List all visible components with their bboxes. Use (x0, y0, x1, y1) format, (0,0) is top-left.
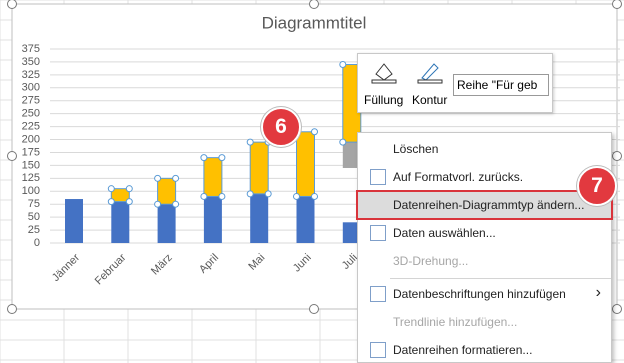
selection-handle (218, 154, 226, 162)
bar (111, 201, 130, 243)
menu-icon (370, 314, 384, 328)
menu-icon (370, 286, 386, 302)
y-tick-label: 175 (22, 146, 40, 158)
selection-handle (339, 61, 347, 69)
menu-label: Datenreihen-Diagrammtyp ändern... (393, 198, 585, 212)
menu-item[interactable]: Löschen (358, 136, 611, 162)
menu-item[interactable]: Datenreihen formatieren... (358, 337, 611, 363)
menu-icon (370, 169, 386, 185)
y-tick-label: 125 (22, 172, 40, 184)
bar (249, 141, 269, 195)
y-tick-label: 100 (22, 185, 40, 197)
y-tick-label: 325 (22, 69, 40, 81)
menu-item[interactable]: Datenreihen-Diagrammtyp ändern... (356, 190, 613, 220)
bar (250, 193, 269, 243)
fill-label[interactable]: Füllung (364, 93, 404, 107)
bar (157, 177, 177, 205)
menu-label: Löschen (393, 142, 439, 156)
menu-item[interactable]: Datenbeschriftungen hinzufügen › (358, 281, 611, 307)
selection-handle (200, 154, 208, 162)
menu-icon (370, 197, 384, 211)
selection-handle (154, 174, 162, 182)
selection-handle (125, 198, 133, 206)
y-tick-label: 375 (22, 43, 40, 55)
resize-handle[interactable] (7, 151, 17, 161)
menu-icon (370, 342, 386, 358)
bar (296, 196, 315, 243)
resize-handle[interactable] (7, 0, 17, 9)
menu-icon (370, 253, 384, 267)
bar (296, 131, 315, 197)
y-tick-label: 200 (22, 133, 40, 145)
selection-handle (172, 200, 180, 208)
bar (65, 199, 83, 243)
menu-label: Datenreihen formatieren... (393, 343, 533, 357)
menu-item[interactable]: Daten auswählen... (358, 220, 611, 246)
selection-handle (293, 192, 300, 200)
y-tick-label: 150 (22, 159, 40, 171)
selection-handle (125, 185, 133, 193)
menu-item: Trendlinie hinzufügen... (358, 309, 611, 335)
resize-handle[interactable] (7, 304, 17, 314)
outline-icon[interactable] (416, 60, 446, 84)
menu-label: Trendlinie hinzufügen... (393, 315, 518, 329)
bar (157, 204, 176, 243)
resize-handle[interactable] (612, 304, 622, 314)
y-tick-label: 25 (28, 224, 40, 236)
menu-item[interactable]: Auf Formatvorl. zurücks. (358, 164, 611, 190)
y-tick-label: 0 (34, 237, 40, 249)
selection-handle (154, 200, 162, 208)
menu-icon (370, 225, 386, 241)
resize-handle[interactable] (309, 0, 319, 9)
outline-label[interactable]: Kontur (412, 93, 448, 107)
bar (203, 157, 223, 197)
selection-handle (311, 128, 318, 136)
bar (203, 196, 222, 243)
bar (342, 142, 361, 168)
fill-icon[interactable] (370, 60, 400, 84)
y-tick-label: 275 (22, 95, 40, 107)
selection-handle (107, 185, 115, 193)
menu-label: Datenbeschriftungen hinzufügen (393, 287, 566, 301)
chart-handles (7, 0, 622, 314)
menu-label: Auf Formatvorl. zurücks. (393, 170, 524, 184)
menu-icon (370, 141, 384, 155)
selection-handle (264, 190, 272, 198)
menu-separator (390, 278, 611, 279)
y-tick-label: 50 (28, 211, 40, 223)
context-menu: Löschen Auf Formatvorl. zurücks. Datenreih… (356, 132, 613, 363)
menu-item: 3D-Drehung... (358, 248, 611, 274)
selection-handle (218, 192, 226, 200)
menu-label: Daten auswählen... (393, 226, 496, 240)
y-tick-label: 75 (28, 198, 40, 210)
selection-handle (246, 138, 254, 146)
bar (110, 188, 130, 203)
y-tick-label: 300 (22, 82, 40, 94)
y-tick-label: 225 (22, 121, 40, 133)
series-dropdown-text: Reihe "Für geb (457, 78, 538, 92)
step-badge: 7 (577, 166, 617, 206)
series-dropdown[interactable]: Reihe "Für geb (453, 74, 549, 96)
menu-label: 3D-Drehung... (393, 254, 469, 268)
resize-handle[interactable] (309, 304, 319, 314)
y-tick-label: 250 (22, 108, 40, 120)
selection-handle (200, 192, 208, 200)
resize-handle[interactable] (612, 151, 622, 161)
selection-handle (311, 192, 318, 200)
step-badge: 6 (261, 107, 301, 147)
selection-handle (246, 190, 254, 198)
selection-handle (107, 198, 115, 206)
format-toolbar: Füllung Kontur Reihe "Für geb (357, 53, 553, 113)
selection-handle (172, 174, 180, 182)
selection-handle (339, 138, 347, 146)
submenu-arrow: › (595, 284, 601, 301)
bar (342, 222, 361, 243)
resize-handle[interactable] (612, 0, 622, 9)
y-tick-label: 350 (22, 56, 40, 68)
chart-title: Diagrammtitel (262, 13, 367, 32)
